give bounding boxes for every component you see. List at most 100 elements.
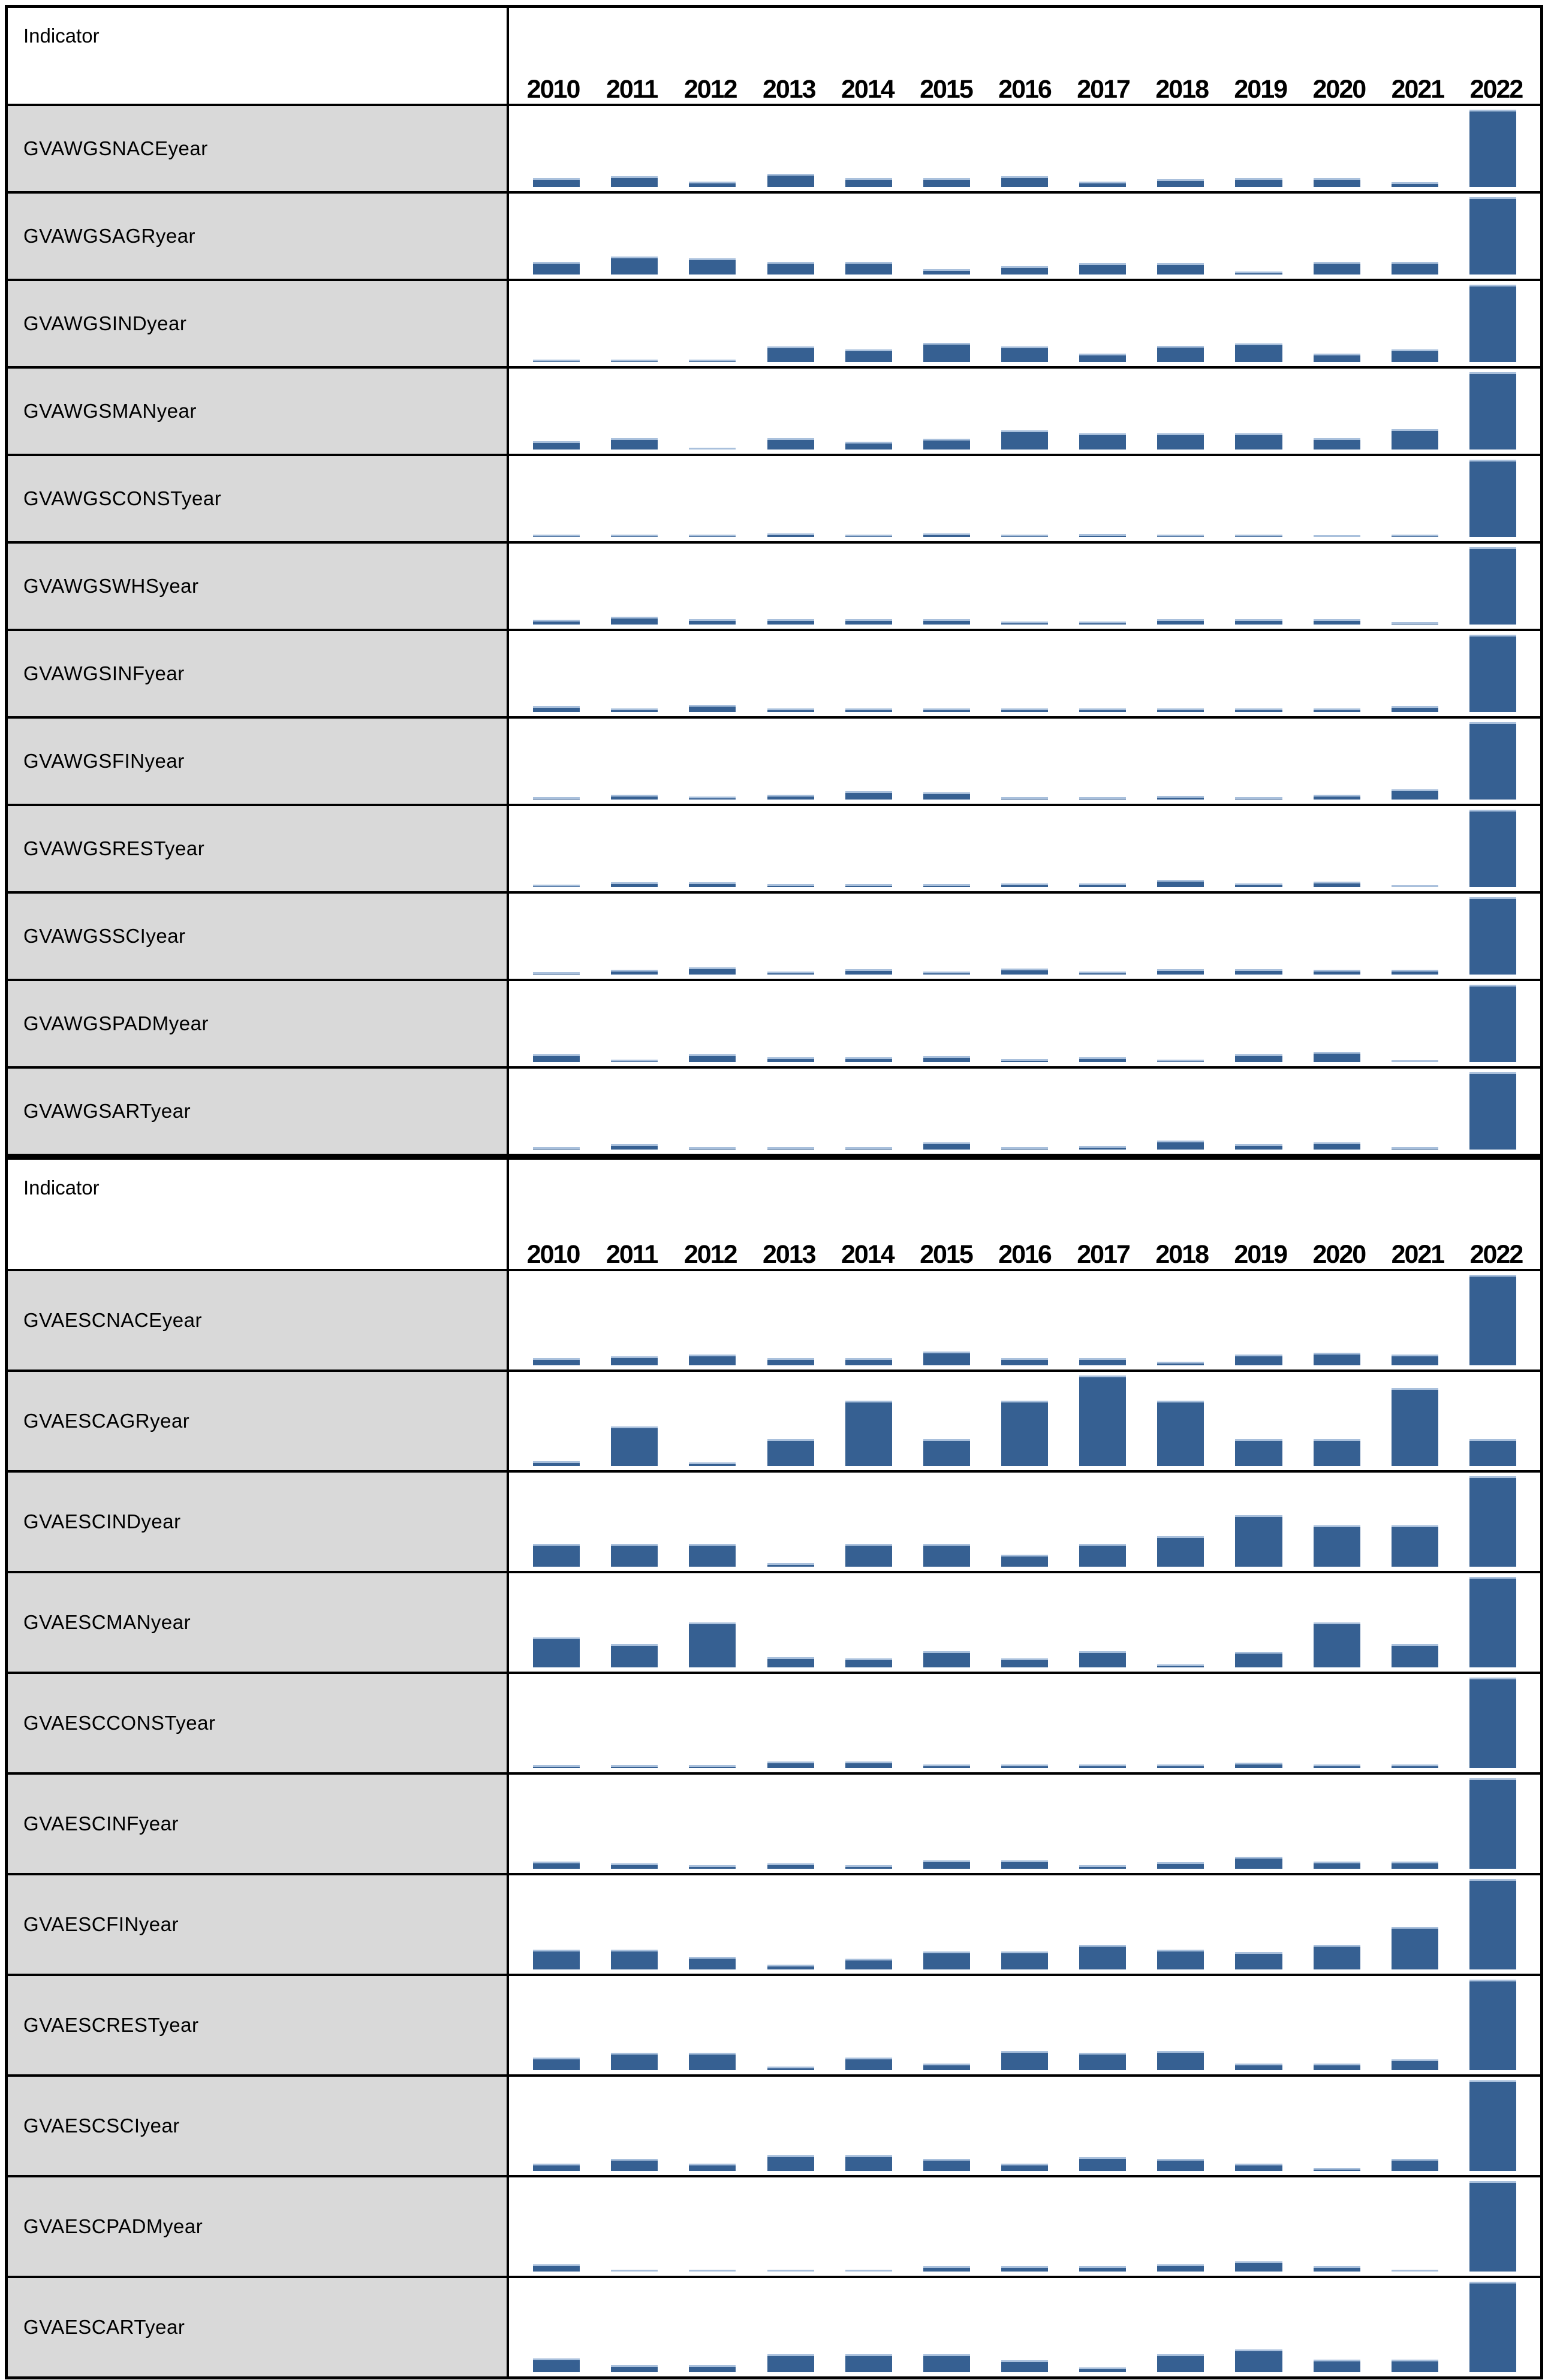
bar (689, 1147, 736, 1150)
bar (1469, 2080, 1516, 2171)
bar-slot (1142, 197, 1219, 275)
bar (1469, 372, 1516, 450)
bar-slot (1219, 1275, 1297, 1365)
bar (1001, 1147, 1049, 1150)
bar (1079, 2053, 1127, 2070)
bar (1391, 1643, 1438, 1667)
bar-slot (1454, 1072, 1532, 1150)
bar (1001, 2266, 1049, 2272)
bar (1391, 1147, 1438, 1150)
bar-slot (1376, 460, 1454, 537)
bar (923, 883, 970, 887)
bar (767, 1358, 814, 1365)
row-label: GVAESCARTyear (8, 2278, 509, 2376)
bar (767, 1057, 814, 1062)
table-row: GVAESCRESTyear (8, 1974, 1540, 2074)
bar-slot (595, 1275, 673, 1365)
bar (611, 1863, 658, 1869)
bar-slot (1064, 1375, 1142, 1466)
bar-slot (1298, 547, 1376, 625)
bar (1079, 1865, 1127, 1869)
bar (1235, 1054, 1282, 1062)
bar (923, 1438, 970, 1466)
bar (1313, 1438, 1360, 1466)
year-label: 2013 (762, 75, 817, 104)
bar-slot (517, 1275, 595, 1365)
bar-slot (673, 372, 751, 450)
bar-slot (830, 1577, 908, 1667)
bar (611, 2364, 658, 2372)
bar (1235, 1857, 1282, 1869)
bar (845, 1658, 892, 1667)
bar (1157, 1536, 1204, 1567)
row-sparkline-chart (509, 1069, 1540, 1154)
bar-slot (1064, 1980, 1142, 2070)
bar (923, 1951, 970, 1969)
bar-slot (830, 1275, 908, 1365)
row-label: GVAWGSFINyear (8, 719, 509, 804)
bar (1235, 708, 1282, 712)
bar-slot (751, 110, 829, 187)
table-row: GVAWGSNACEyear (8, 104, 1540, 191)
bar (1235, 1652, 1282, 1667)
bar (767, 262, 814, 275)
bar-slot (517, 197, 595, 275)
bar-slot (1142, 110, 1219, 187)
bar-slot (1376, 285, 1454, 362)
bar (1391, 2359, 1438, 2372)
bar-slot (751, 1879, 829, 1969)
bar-slot (751, 2080, 829, 2171)
row-sparkline-chart (509, 1473, 1540, 1571)
bar (611, 2269, 658, 2272)
bar (1469, 1678, 1516, 1768)
bar (533, 1637, 580, 1667)
bar-slot (751, 1375, 829, 1466)
bar-slot (986, 372, 1064, 450)
bar (611, 2053, 658, 2070)
bar-slot (517, 1072, 595, 1150)
bar-slot (1064, 1678, 1142, 1768)
bar-slot (830, 547, 908, 625)
bar (611, 795, 658, 800)
row-sparkline-chart (509, 894, 1540, 979)
bar-slot (1219, 1778, 1297, 1869)
bar-slot (1376, 1980, 1454, 2070)
bar (1313, 881, 1360, 887)
bar (689, 360, 736, 362)
bar (1157, 1140, 1204, 1150)
bar-slot (595, 722, 673, 800)
bar (1313, 795, 1360, 800)
bar (1235, 1762, 1282, 1768)
bar-slot (1064, 2080, 1142, 2171)
bar-slot (986, 110, 1064, 187)
year-label: 2022 (1469, 75, 1524, 104)
bar-slot (830, 897, 908, 975)
bar-slot (1454, 1778, 1532, 1869)
bar (1313, 2266, 1360, 2272)
bar (1469, 547, 1516, 625)
bar-slot (1376, 722, 1454, 800)
bar (1079, 1057, 1127, 1062)
bar (767, 1562, 814, 1567)
bar-slot (1142, 2181, 1219, 2272)
bar (689, 2364, 736, 2372)
bar-slot (1064, 985, 1142, 1062)
bar (1157, 2354, 1204, 2372)
bar (845, 177, 892, 187)
bar-slot (673, 197, 751, 275)
bar-slot (1064, 2282, 1142, 2372)
bar (1391, 789, 1438, 800)
bar (1157, 433, 1204, 450)
table-header-row: Indicator 2010 2011 2012 2013 2014 2015 2016 20… (8, 1160, 1540, 1269)
bar (1313, 2359, 1360, 2372)
bar-slot (1376, 372, 1454, 450)
table-body: GVAESCNACEyear GVAESCAGRyear GVAESCINDyear… (8, 1269, 1540, 2376)
bar (845, 969, 892, 975)
bar-slot (908, 547, 986, 625)
bar (1079, 971, 1127, 975)
bar-slot (1142, 810, 1219, 887)
bar (923, 1544, 970, 1567)
bar (767, 2269, 814, 2272)
bar (845, 883, 892, 887)
bar-slot (1376, 197, 1454, 275)
